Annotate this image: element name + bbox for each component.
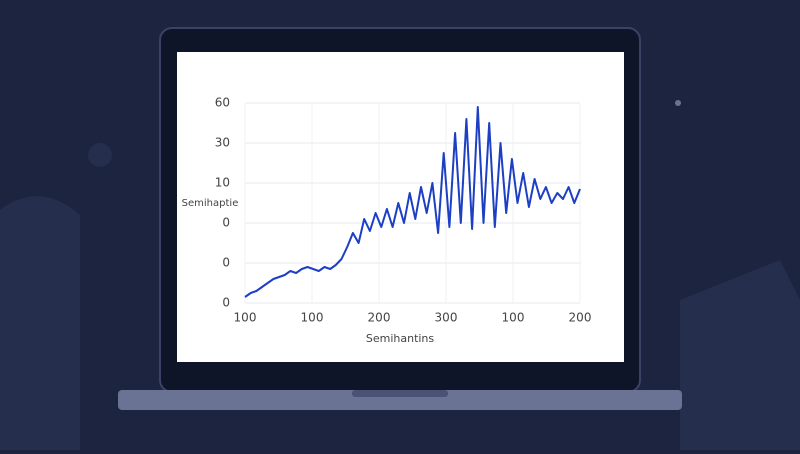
y-tick-label: 10 bbox=[215, 176, 230, 190]
data-line bbox=[244, 106, 581, 298]
y-tick-label: 0 bbox=[222, 256, 230, 270]
bg-shape bbox=[0, 196, 80, 450]
y-tick-label: 60 bbox=[215, 96, 230, 110]
laptop-base bbox=[118, 390, 682, 410]
x-tick-label: 100 bbox=[234, 311, 257, 325]
x-tick-label: 300 bbox=[435, 311, 458, 325]
bg-dot bbox=[675, 100, 681, 106]
chart: Semihaptie Semihantins 0 0 0 10 30 60 100 100 20… bbox=[182, 96, 592, 346]
bg-dot bbox=[88, 143, 112, 167]
y-tick-label: 0 bbox=[222, 296, 230, 310]
y-tick-label: 0 bbox=[222, 216, 230, 230]
bg-shape bbox=[680, 260, 800, 450]
x-tick-label: 200 bbox=[368, 311, 391, 325]
screen bbox=[177, 52, 624, 362]
x-axis-label: Semihantins bbox=[366, 332, 435, 345]
x-tick-label: 100 bbox=[502, 311, 525, 325]
laptop-notch bbox=[352, 390, 448, 397]
y-axis-label: Semihaptie bbox=[182, 198, 239, 209]
x-tick-label: 100 bbox=[301, 311, 324, 325]
y-tick-label: 30 bbox=[215, 136, 230, 150]
x-tick-label: 200 bbox=[569, 311, 592, 325]
